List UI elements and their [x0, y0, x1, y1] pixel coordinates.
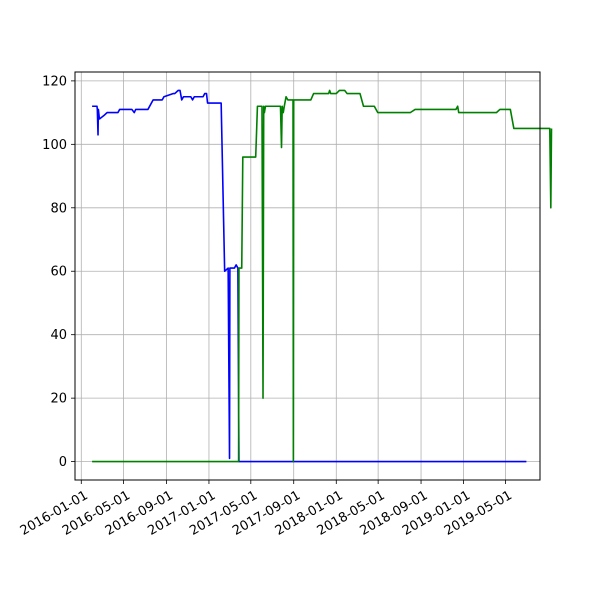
axes: 0204060801001202016-01-012016-05-012016-… [18, 74, 515, 538]
grid [75, 72, 540, 480]
series-line-1 [92, 89, 527, 463]
series-group [92, 89, 553, 463]
y-tick-label: 20 [50, 392, 67, 407]
y-tick-label: 80 [50, 201, 67, 216]
y-tick-label: 60 [50, 265, 67, 280]
y-tick-label: 40 [50, 328, 67, 343]
y-tick-label: 100 [42, 138, 67, 153]
plot-frame [74, 71, 541, 481]
y-tick-label: 120 [42, 74, 67, 89]
y-tick-label: 0 [59, 455, 67, 470]
series-line-2 [92, 89, 553, 463]
